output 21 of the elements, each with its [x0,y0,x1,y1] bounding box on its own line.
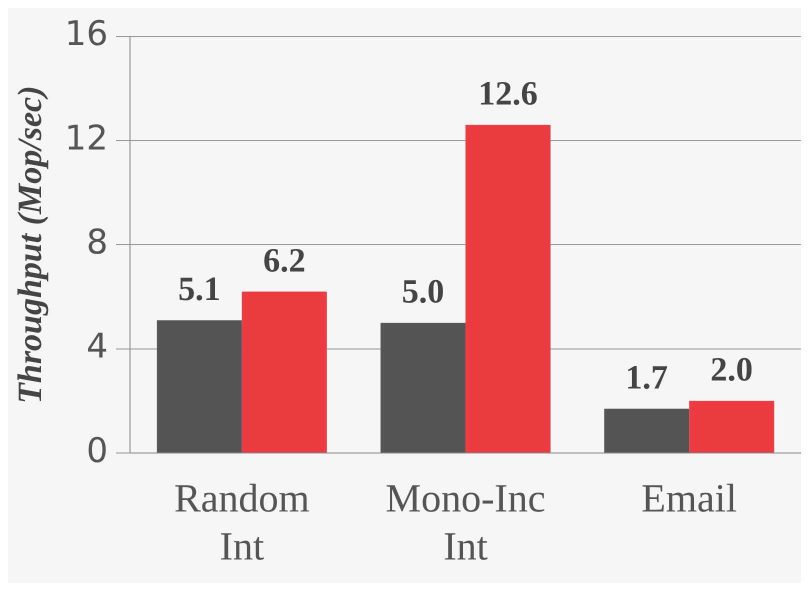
bar [604,408,690,452]
bar [466,124,551,452]
x-tick-label: Random Int [174,476,310,568]
data-label: 6.2 [263,242,306,280]
x-tick-label: Mono-Inc Int [386,476,546,568]
bar [689,400,774,452]
y-tick-label: 12 [64,118,108,158]
x-tick-label: Email [641,476,737,520]
y-tick-label: 4 [86,326,108,367]
data-label: 5.0 [402,274,444,311]
bar [380,322,466,452]
bar [156,320,242,452]
y-tick-label: 16 [64,14,108,54]
data-label: 1.7 [625,360,668,397]
y-axis-title: Throughput (Mop/sec) [12,86,50,404]
data-label: 5.1 [178,270,221,308]
y-tick-label: 8 [86,222,108,263]
y-tick-label: 0 [86,430,108,471]
data-label: 12.6 [478,76,538,113]
bar [242,292,327,452]
data-label: 2.0 [710,352,753,389]
